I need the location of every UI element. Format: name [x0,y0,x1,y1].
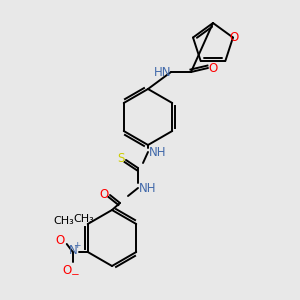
Text: −: − [70,270,79,280]
Text: CH₃: CH₃ [74,214,94,224]
Text: O: O [229,31,239,44]
Text: +: + [73,241,80,250]
Text: O: O [99,188,109,202]
Text: O: O [208,61,217,74]
Text: CH₃: CH₃ [53,216,74,226]
Text: N: N [68,244,77,256]
Text: O: O [62,263,71,277]
Text: NH: NH [139,182,157,194]
Text: O: O [55,233,64,247]
Text: NH: NH [149,146,167,158]
Text: S: S [117,152,125,164]
Text: HN: HN [154,65,172,79]
